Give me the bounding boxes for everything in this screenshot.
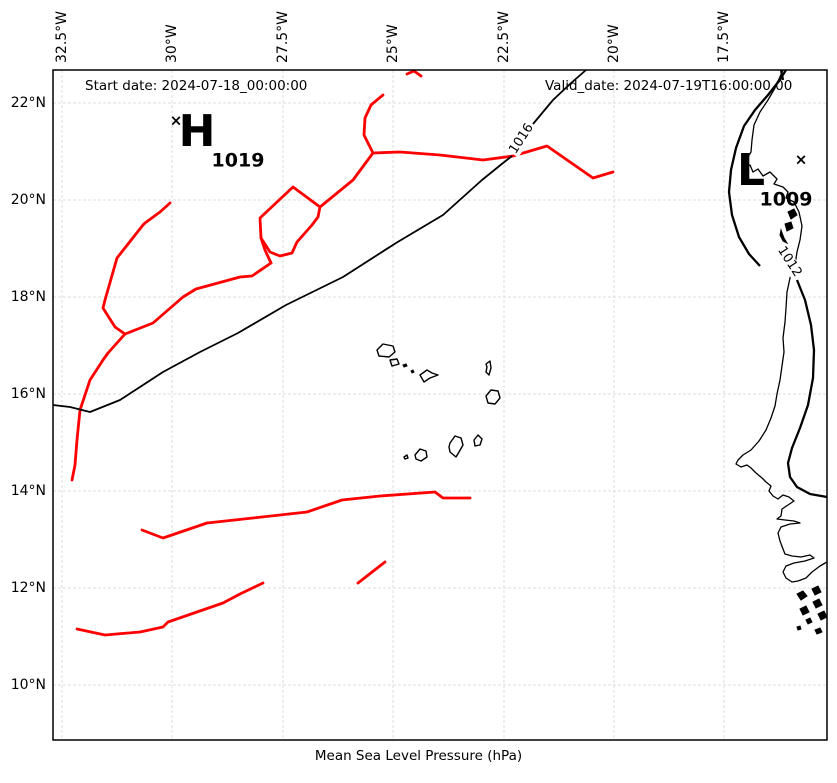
y-tick-label: 18°N	[10, 289, 46, 305]
y-tick-label: 20°N	[10, 192, 46, 208]
island-santiago	[448, 435, 464, 458]
start-date-text: Start date: 2024-07-18_00:00:00	[85, 78, 308, 94]
y-tick-label: 14°N	[10, 483, 46, 499]
island-boa-vista	[485, 389, 501, 405]
bijagos-island-4	[812, 598, 823, 609]
map-line-layer	[52, 69, 828, 637]
valid-date-text: Valid_date: 2024-07-19T16:00:00.00	[545, 78, 793, 94]
banc-arguin-islet-3	[779, 228, 789, 245]
x-tick-label: 22.5°W	[496, 10, 512, 63]
front-top-edge-arc	[405, 69, 423, 78]
bijagos-island-6	[805, 617, 813, 625]
x-tick-label: 32.5°W	[54, 10, 70, 63]
x-tick-label: 25°W	[385, 24, 401, 63]
africa-coastline	[735, 69, 828, 583]
bijagos-island-7	[796, 625, 802, 631]
island-brava	[403, 454, 409, 460]
pressure-center-l-value: 1009	[759, 188, 813, 211]
island-sao-nicolau	[419, 369, 439, 383]
front-south-band	[75, 581, 265, 637]
island-fogo	[414, 448, 428, 462]
front-east-branch	[371, 144, 615, 180]
banc-arguin-islet-1	[787, 208, 798, 220]
y-tick-label: 22°N	[10, 95, 46, 111]
isobar-1012-upper	[727, 69, 787, 267]
front-short-segment	[356, 560, 387, 585]
pressure-center-h-letter: H	[178, 106, 216, 157]
bijagos-island-2	[811, 585, 822, 596]
bijagos-island-3	[799, 605, 810, 616]
isobar-1012-top-notch	[779, 69, 785, 81]
pressure-center-l-position-marker: ×	[794, 150, 808, 169]
islet-dot-1	[402, 363, 408, 368]
banc-arguin-islet-2	[784, 221, 794, 232]
isobar-1012-lower	[786, 279, 828, 499]
x-tick-label: 20°W	[606, 24, 622, 63]
front-main-diagonal-lower	[123, 261, 273, 336]
islet-dot-2	[410, 369, 415, 374]
front-upper-left-branch	[101, 201, 172, 336]
island-maio	[473, 434, 483, 447]
pressure-center-l-letter: L	[736, 145, 766, 196]
map-caption: Mean Sea Level Pressure (hPa)	[314, 748, 523, 764]
pressure-center-h-value: 1019	[211, 149, 265, 172]
island-sal	[485, 360, 492, 376]
island-santo-antao	[376, 343, 396, 358]
front-north-branch	[362, 93, 385, 155]
grid-layer	[53, 70, 827, 740]
front-middle-band	[140, 490, 472, 540]
bijagos-island-1	[796, 590, 808, 601]
front-main-diagonal-upper	[318, 151, 375, 209]
front-west-descender	[70, 332, 127, 482]
bijagos-island-8	[814, 627, 823, 635]
pressure-center-h-position-marker: ×	[169, 111, 183, 130]
bijagos-island-5	[817, 610, 828, 621]
y-tick-label: 12°N	[10, 580, 46, 596]
front-closed-loop	[258, 185, 322, 258]
x-tick-label: 17.5°W	[716, 10, 732, 63]
x-tick-label: 27.5°W	[275, 10, 291, 63]
island-sao-vicente	[389, 358, 400, 367]
y-tick-label: 16°N	[10, 386, 46, 402]
plot-border	[52, 69, 828, 741]
x-tick-label: 30°W	[164, 24, 180, 63]
isobar-1016-upper	[532, 69, 587, 125]
isobar-1016-lower	[52, 155, 513, 413]
y-tick-label: 10°N	[10, 677, 46, 693]
